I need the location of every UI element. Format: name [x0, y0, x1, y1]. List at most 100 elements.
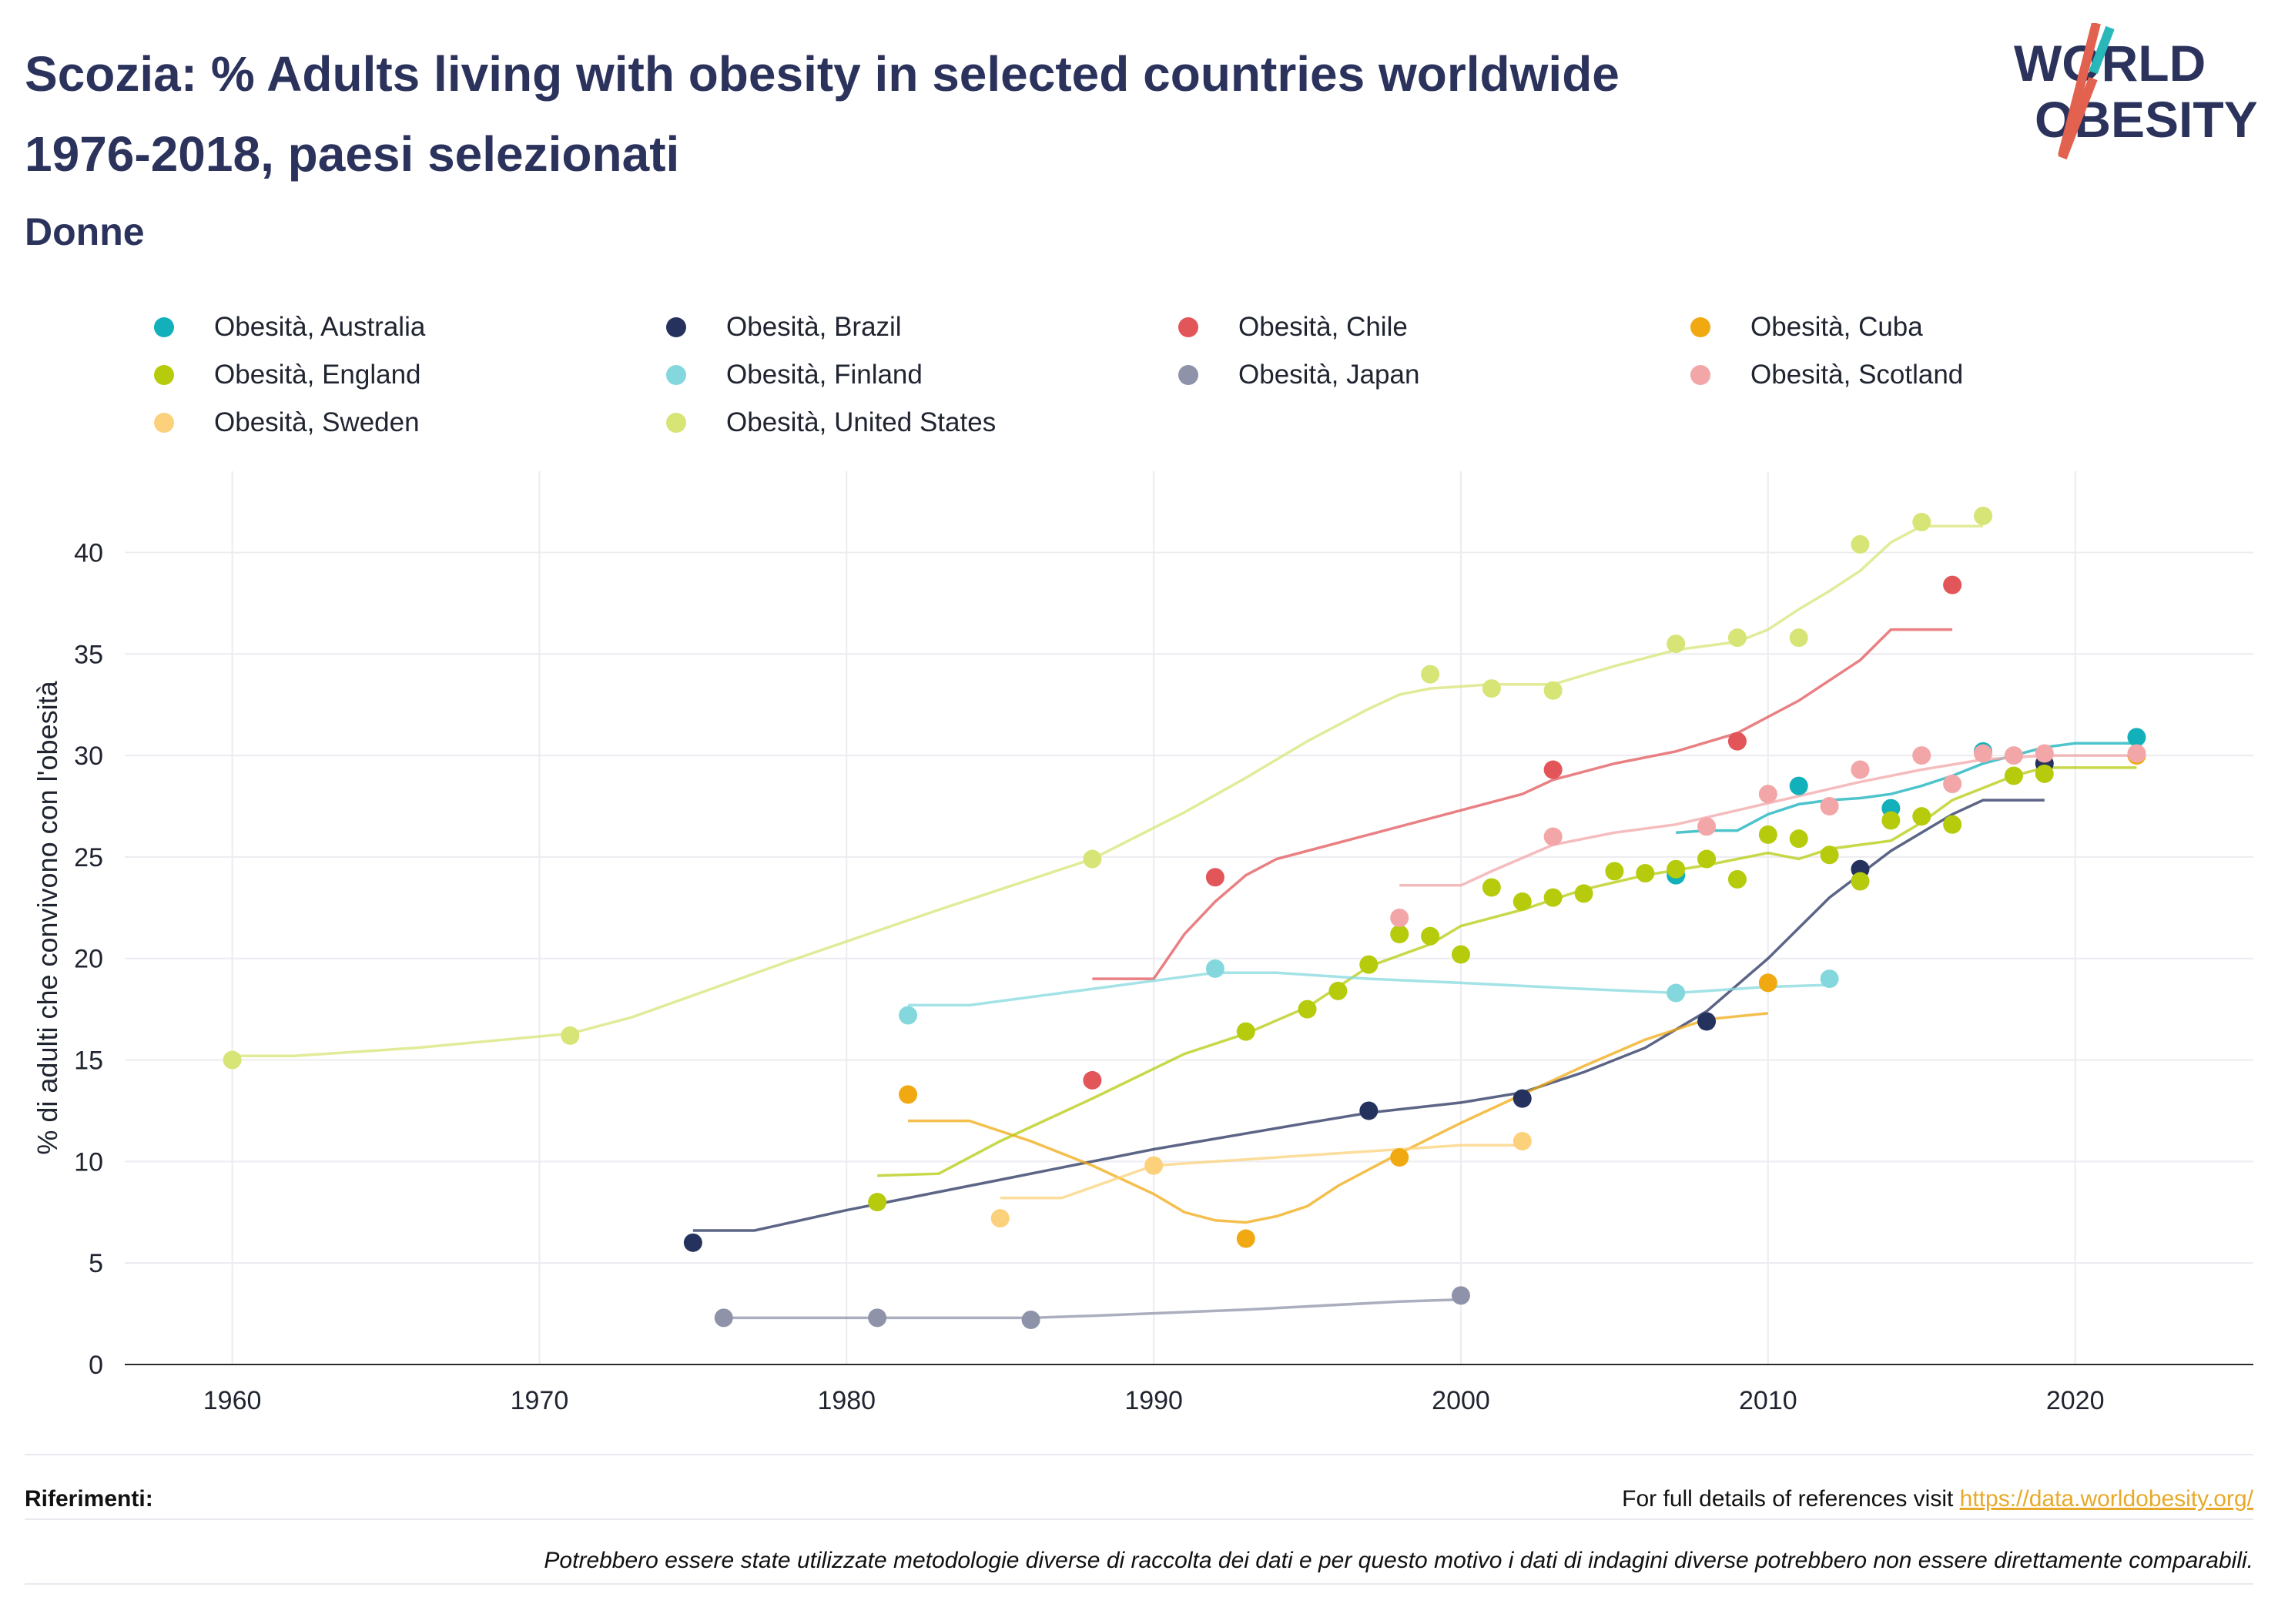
chart-plot: 0 5 10 15 20 25 30 35 40 1960 1970 1980 1990 2000 2010… [32, 471, 2253, 1415]
legend-item[interactable]: Obesità, Brazil [666, 304, 902, 350]
data-point [1943, 575, 1962, 594]
data-point [1205, 959, 1224, 978]
legend-label: Obesità, Chile [1238, 312, 1408, 342]
data-point [1667, 635, 1686, 654]
legend-marker [1178, 317, 1198, 337]
data-point [1636, 864, 1655, 882]
world-obesity-logo: WORLD OBESITY [2014, 23, 2256, 160]
data-point [1789, 628, 1808, 648]
title-line-2: 1976-2018, paesi selezionati [25, 126, 680, 182]
x-tick-label: 1960 [203, 1386, 262, 1415]
legend-marker [154, 413, 174, 433]
data-point [1789, 776, 1808, 795]
data-point [1574, 884, 1593, 903]
legend-item[interactable]: Obesità, Australia [154, 304, 425, 350]
legend-marker [666, 413, 686, 433]
y-tick-label: 10 [74, 1147, 103, 1177]
data-point [1727, 628, 1747, 648]
data-point [1236, 1229, 1255, 1248]
legend-item[interactable]: Obesità, Chile [1178, 304, 1408, 350]
y-tick-label: 25 [74, 843, 103, 872]
series-trend-line [908, 1012, 1768, 1224]
legend-item[interactable]: Obesità, Cuba [1690, 304, 1923, 350]
data-point [683, 1233, 702, 1252]
y-tick-label: 0 [89, 1351, 103, 1380]
x-tick-label: 2020 [2046, 1386, 2105, 1415]
data-point [1298, 1000, 1317, 1019]
data-point [1390, 1148, 1409, 1167]
legend-item[interactable]: Obesità, Finland [666, 352, 923, 398]
y-tick-label: 30 [74, 742, 103, 771]
data-point [1543, 760, 1563, 779]
legend-item[interactable]: Obesità, England [154, 352, 421, 398]
data-point [1974, 744, 1993, 763]
x-tick-label: 1970 [511, 1386, 569, 1415]
series-trend-line [1676, 742, 2137, 835]
legend-item[interactable]: Obesità, Sweden [154, 400, 420, 446]
series-trend-line [723, 1298, 1462, 1320]
data-point [990, 1209, 1010, 1228]
x-tick-label: 1990 [1124, 1386, 1183, 1415]
svg-text:WORLD: WORLD [2014, 35, 2206, 92]
series-trend-line [908, 971, 1830, 1007]
data-point [1851, 534, 1870, 554]
chart-legend: Obesità, Australia Obesità, Brazil Obesità… [154, 304, 2233, 458]
data-point [1144, 1156, 1164, 1175]
data-point [1667, 859, 1686, 879]
y-axis-label: % di adulti che convivono con l'obesità [32, 680, 63, 1154]
chart-subtitle: Donne [25, 210, 145, 253]
data-point [899, 1085, 918, 1104]
data-point [1390, 909, 1409, 927]
data-point [1758, 785, 1777, 804]
x-tick-label: 1980 [817, 1386, 876, 1415]
data-point [1820, 797, 1839, 815]
legend-item[interactable]: Obesità, United States [666, 400, 996, 446]
series-trend-line [692, 799, 2045, 1232]
legend-marker [666, 365, 686, 385]
data-point [1727, 869, 1747, 889]
references-text: For full details of references visit htt… [1622, 1486, 2253, 1512]
legend-marker [1690, 317, 1710, 337]
legend-label: Obesità, Cuba [1750, 312, 1923, 342]
legend-label: Obesità, Australia [214, 312, 426, 342]
y-tick-label: 40 [74, 538, 103, 568]
legend-item[interactable]: Obesità, Japan [1178, 352, 1419, 398]
title-line-1: Scozia: % Adults living with obesity in … [25, 46, 1620, 102]
data-point [2035, 744, 2054, 763]
data-point [1543, 681, 1563, 700]
data-point [1451, 945, 1470, 964]
data-point [1667, 983, 1686, 1003]
methodology-note: Potrebbero essere state utilizzate metod… [544, 1548, 2253, 1573]
data-point [2127, 728, 2146, 747]
references-label: Riferimenti: [25, 1486, 153, 1512]
y-tick-label: 20 [74, 945, 103, 974]
data-point [1482, 878, 1501, 897]
legend-label: Obesità, United States [726, 407, 997, 437]
data-point [561, 1026, 580, 1045]
legend-item[interactable]: Obesità, Scotland [1690, 352, 1963, 398]
data-point [868, 1308, 887, 1328]
legend-marker [154, 365, 174, 385]
data-point [1697, 817, 1717, 836]
data-point [1543, 827, 1563, 846]
x-tick-label: 2010 [1739, 1386, 1797, 1415]
series-trend-line [1000, 1143, 1523, 1200]
data-point [1513, 1089, 1532, 1108]
legend-label: Obesità, Sweden [214, 407, 420, 437]
data-point [1974, 507, 1993, 525]
y-tick-label: 15 [74, 1046, 103, 1076]
legend-label: Obesità, Finland [726, 360, 923, 390]
data-point [2127, 744, 2146, 763]
data-point [1943, 775, 1962, 793]
data-point [1697, 1012, 1717, 1031]
data-point [1205, 868, 1224, 887]
legend-label: Obesità, England [214, 360, 421, 390]
data-point [1083, 1070, 1102, 1090]
data-point [2004, 766, 2023, 785]
legend-marker [154, 317, 174, 337]
data-point [1912, 807, 1931, 826]
references-link[interactable]: https://data.worldobesity.org/ [1959, 1486, 2253, 1512]
data-point [1236, 1022, 1255, 1041]
data-point [1359, 1101, 1379, 1120]
data-point [2004, 746, 2023, 765]
